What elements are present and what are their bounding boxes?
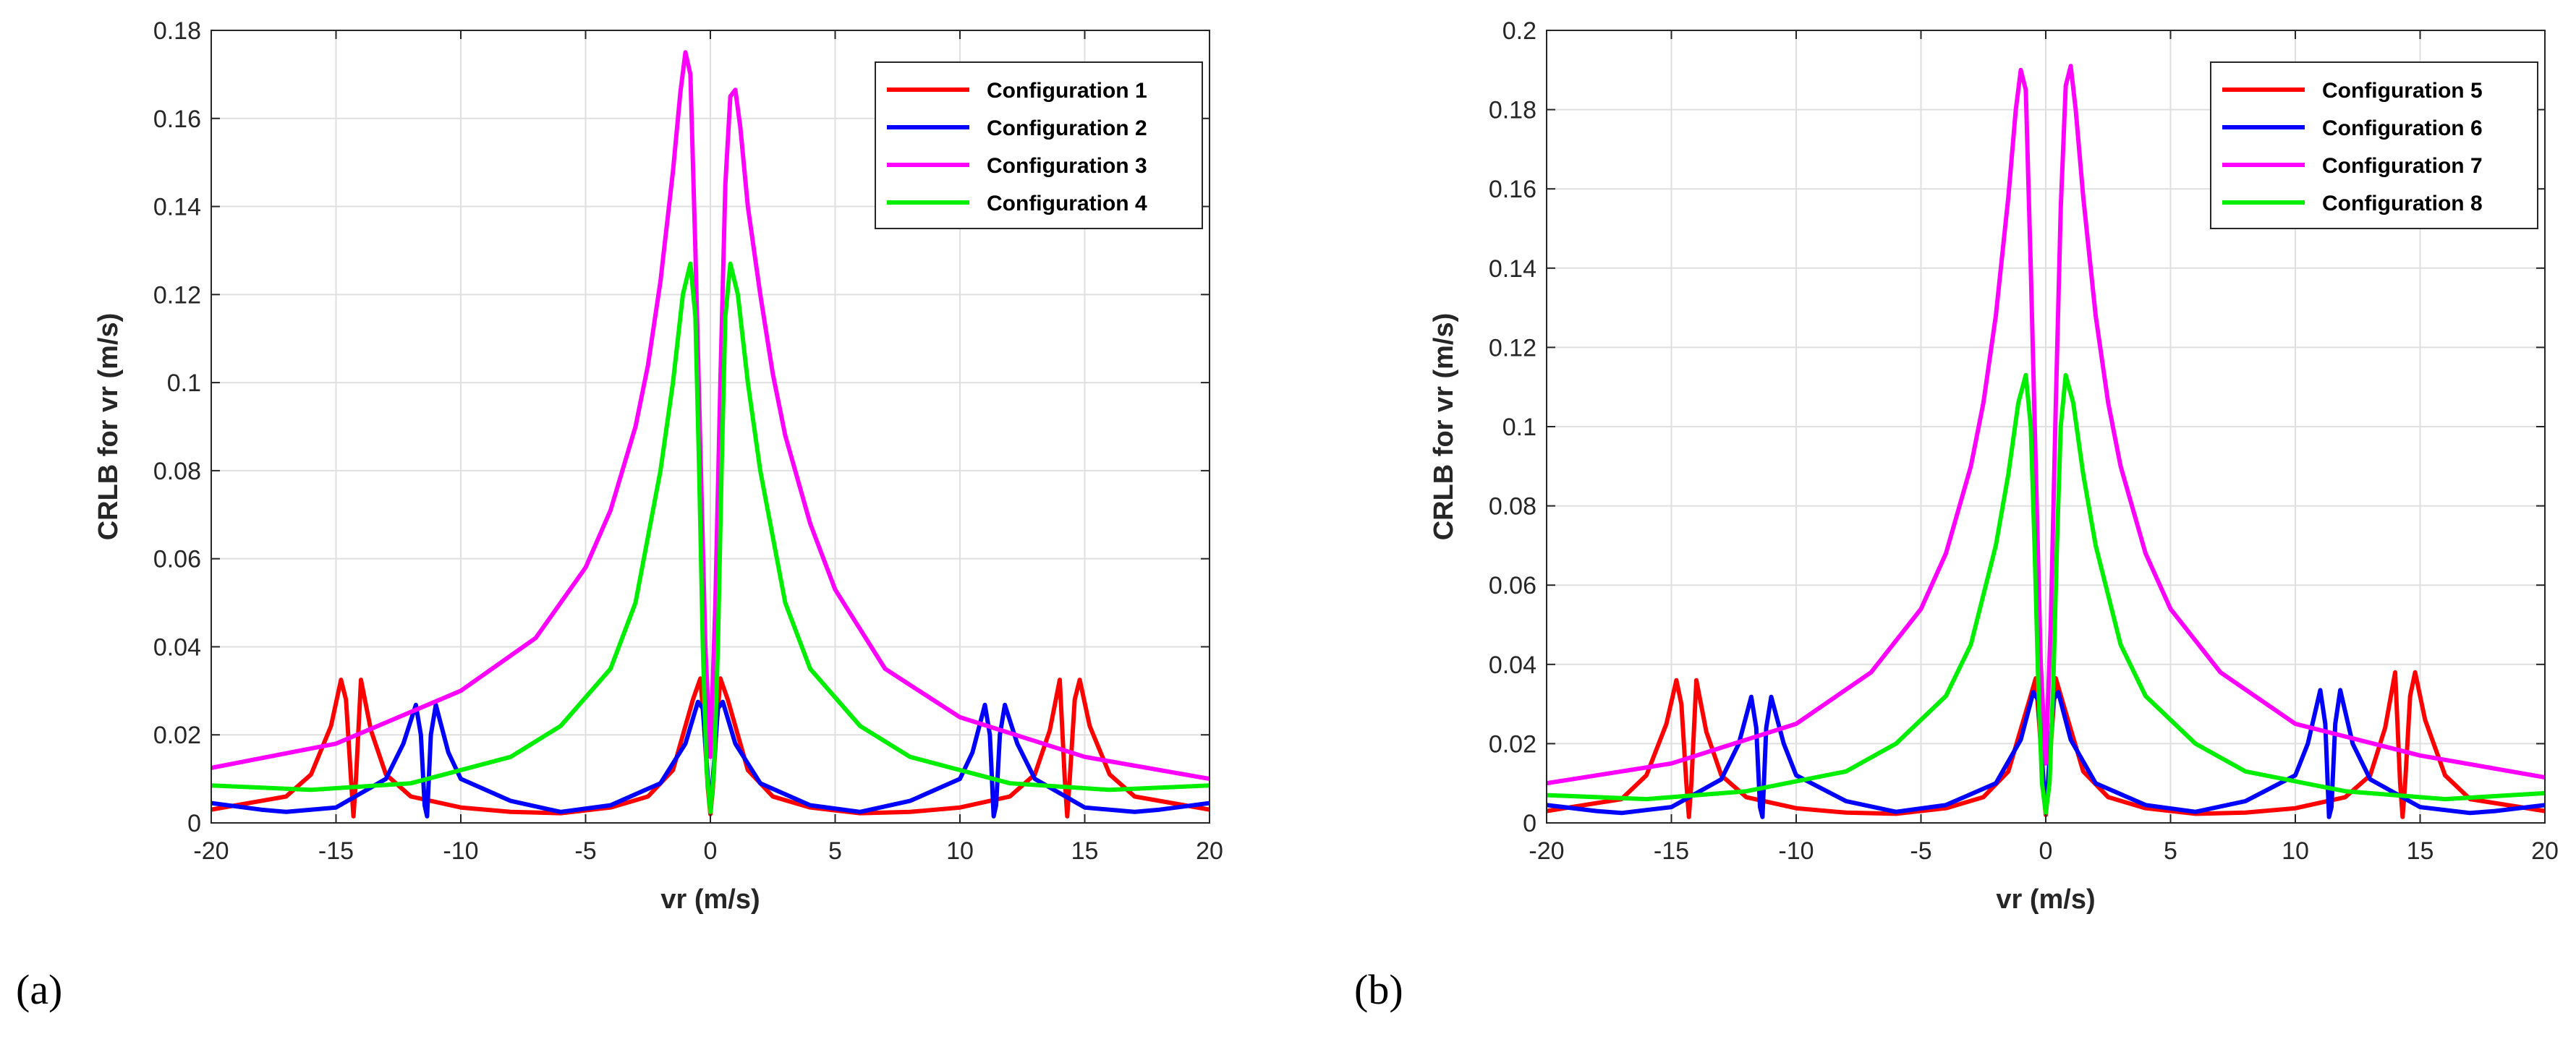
panel-label-b: (b) (1354, 966, 1403, 1013)
chart-0-xtick-label-7: 15 (1071, 837, 1099, 865)
chart-0-legend: Configuration 1 Configuration 2 Configurat… (875, 61, 1203, 229)
chart-0-ylabel: CRLB for vr (m/s) (93, 313, 124, 541)
chart-0-ytick-label-9: 0.18 (153, 17, 201, 45)
chart-1-ytick-label-7: 0.14 (1489, 255, 1536, 283)
chart-0-legend-label-4: Configuration 4 (987, 192, 1147, 215)
panel-label-a: (a) (16, 966, 62, 1013)
chart-1-ytick-label-3: 0.06 (1489, 572, 1536, 599)
chart-1-xtick-label-6: 10 (2282, 837, 2309, 865)
chart-1-xtick-label-0: -20 (1529, 837, 1564, 865)
chart-1-legend-label-4: Configuration 8 (2322, 192, 2483, 215)
chart-1-legend: Configuration 5 Configuration 6 Configurat… (2210, 61, 2538, 229)
chart-0-ytick-label-5: 0.1 (167, 370, 201, 397)
chart-0-ytick-label-1: 0.02 (153, 722, 201, 749)
chart-1-ytick-label-10: 0.2 (1502, 17, 1536, 45)
chart-0-xtick-label-8: 20 (1196, 837, 1223, 865)
chart-0-xtick-label-5: 5 (828, 837, 842, 865)
chart-0-ytick-label-0: 0 (187, 810, 201, 837)
chart-0-legend-label-1: Configuration 1 (987, 79, 1147, 103)
chart-1-legend-label-3: Configuration 7 (2322, 154, 2483, 178)
chart-0-ytick-label-3: 0.06 (153, 546, 201, 573)
chart-0-ytick-label-6: 0.12 (153, 281, 201, 309)
chart-1-xlabel: vr (m/s) (1996, 884, 2095, 915)
chart-1-xtick-label-3: -5 (1910, 837, 1931, 865)
chart-1-series-line-4 (1547, 372, 2545, 816)
chart-0-xtick-label-6: 10 (946, 837, 974, 865)
chart-0-legend-label-3: Configuration 3 (987, 154, 1147, 178)
chart-0-xtick-label-0: -20 (193, 837, 229, 865)
chart-0-series-line-4 (211, 261, 1210, 814)
chart-1-xtick-label-8: 20 (2531, 837, 2559, 865)
chart-0-series-group (211, 50, 1210, 819)
chart-0-xtick-label-3: -5 (574, 837, 596, 865)
chart-0-series-line-3 (211, 50, 1210, 782)
chart-1-legend-label-1: Configuration 5 (2322, 79, 2483, 103)
chart-1-ytick-label-2: 0.04 (1489, 652, 1536, 679)
chart-1-xtick-label-5: 5 (2164, 837, 2177, 865)
chart-1-ytick-label-5: 0.1 (1502, 414, 1536, 441)
chart-0-ytick-label-2: 0.04 (153, 633, 201, 661)
chart-0-legend-label-2: Configuration 2 (987, 116, 1147, 140)
chart-1-ytick-label-4: 0.08 (1489, 493, 1536, 521)
chart-1-ytick-label-9: 0.18 (1489, 97, 1536, 124)
chart-1-xtick-label-4: 0 (2039, 837, 2053, 865)
chart-0-xtick-label-1: -15 (318, 837, 354, 865)
chart-1-legend-label-2: Configuration 6 (2322, 116, 2483, 140)
chart-0-xlabel: vr (m/s) (660, 884, 760, 915)
chart-1-xtick-label-2: -10 (1778, 837, 1814, 865)
chart-1-ylabel: CRLB for vr (m/s) (1429, 313, 1459, 541)
chart-1-xtick-label-1: -15 (1654, 837, 1689, 865)
chart-1-ytick-label-0: 0 (1523, 810, 1536, 837)
chart-1-ytick-label-6: 0.12 (1489, 334, 1536, 362)
chart-0-ytick-label-8: 0.16 (153, 106, 201, 133)
plot-a: -20 -15 -10 -5 0 5 10 15 20 0 0.02 0.04 0.06 0.08 0.1 0… (93, 17, 1223, 915)
chart-0-ytick-label-4: 0.08 (153, 458, 201, 485)
chart-1-ytick-label-8: 0.16 (1489, 176, 1536, 203)
chart-0-ytick-label-7: 0.14 (153, 194, 201, 221)
chart-0-xtick-label-4: 0 (704, 837, 718, 865)
chart-1-series-line-3 (1547, 64, 2545, 786)
chart-0-series-line-1 (211, 676, 1210, 819)
plot-b: -20 -15 -10 -5 0 5 10 15 20 0 0.02 0.04 0.06 0.08 0.1 0… (1429, 17, 2559, 915)
chart-0-xtick-label-2: -10 (443, 837, 478, 865)
chart-1-xtick-label-7: 15 (2407, 837, 2434, 865)
chart-1-ytick-label-1: 0.02 (1489, 730, 1536, 758)
